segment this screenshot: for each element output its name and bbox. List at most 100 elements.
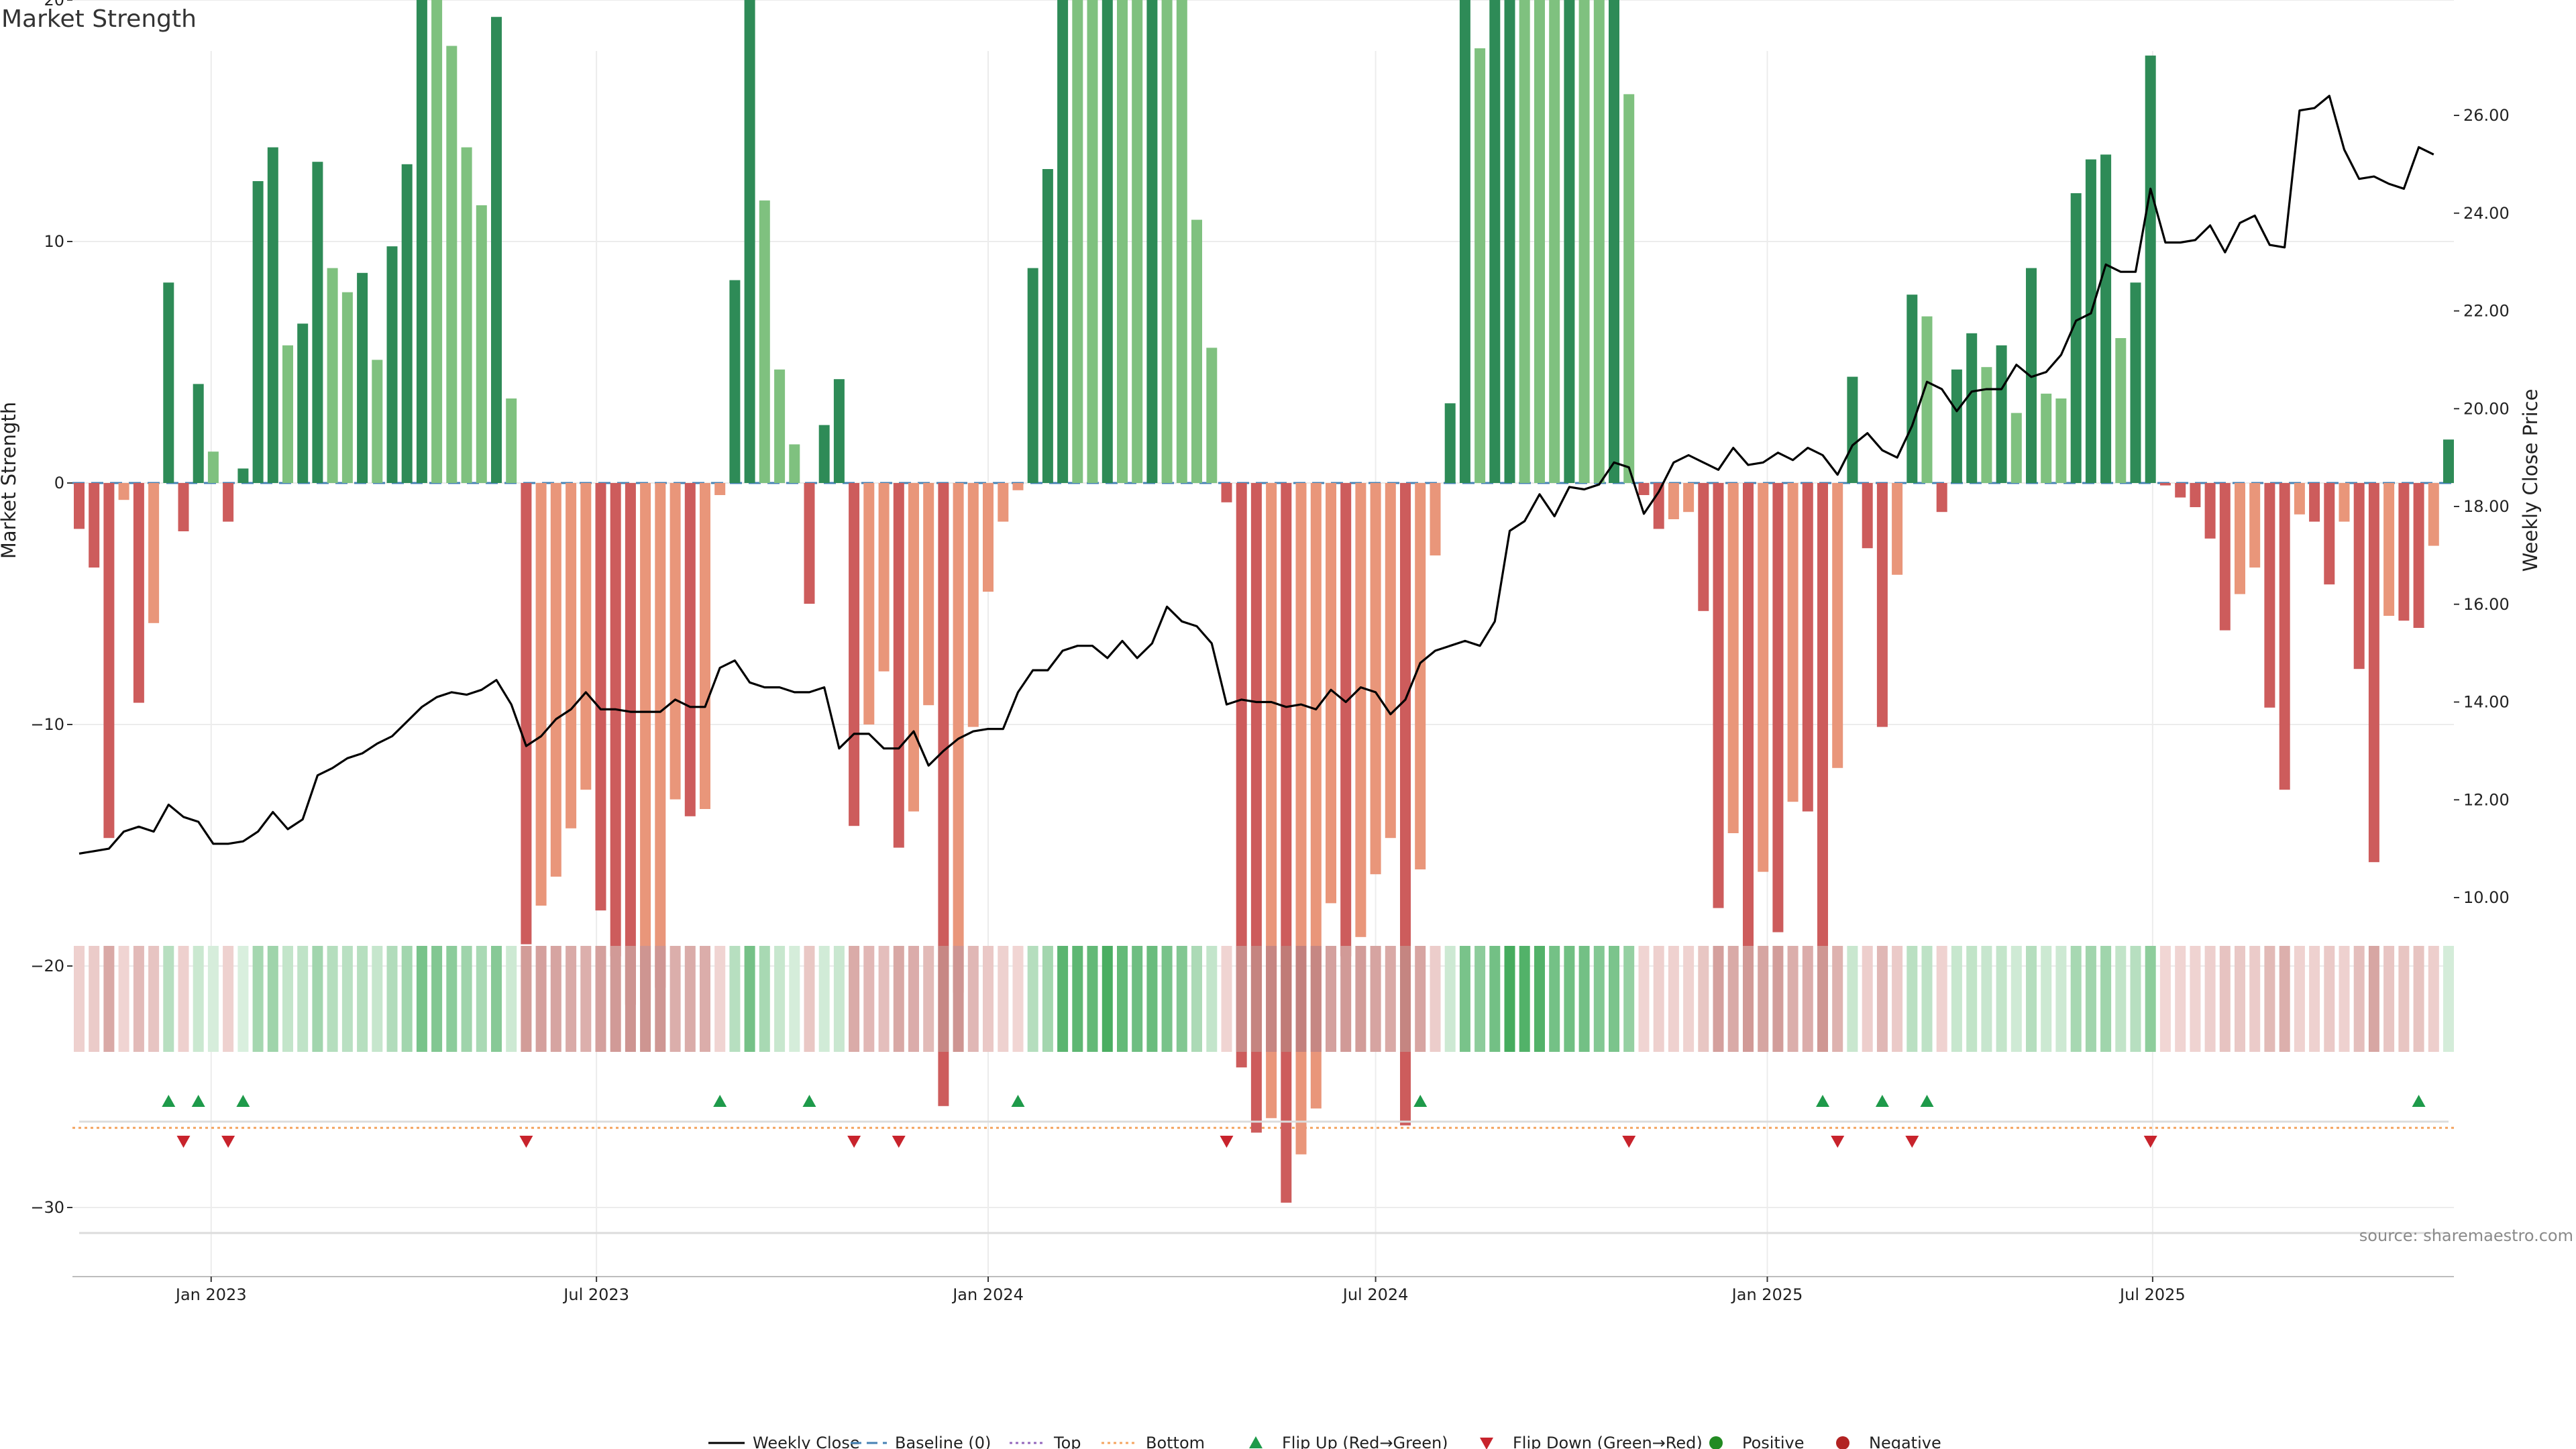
regime-cell (1847, 946, 1858, 1052)
y2-tick-label: 24.00 (2463, 204, 2510, 223)
y-axis-label: Market Strength (0, 402, 20, 559)
strength-bar (1593, 0, 1605, 483)
y2-tick-label: 18.00 (2463, 497, 2510, 516)
y2-tick-label: 26.00 (2463, 106, 2510, 125)
strength-bar (967, 483, 979, 727)
strength-bar (267, 147, 278, 483)
regime-cell (1593, 946, 1605, 1052)
strength-bar (1758, 483, 1769, 872)
regime-cell (1727, 946, 1739, 1052)
flip-down-marker (892, 1136, 906, 1148)
strength-bar (1564, 0, 1575, 484)
strength-bar (610, 483, 621, 957)
regime-cell (1996, 946, 2007, 1052)
regime-cell (1221, 946, 1232, 1052)
strength-bar (2443, 439, 2454, 483)
legend: Weekly Close Baseline (0) Top Bottom Flip Up… (708, 1434, 1941, 1449)
regime-cell (163, 946, 174, 1052)
strength-bar (744, 0, 755, 483)
right-y-axis: 10.00 12.00 14.00 16.00 18.00 20.00 22.00 24.00… (2454, 106, 2510, 907)
regime-cell (2115, 946, 2127, 1052)
legend-swatch (1836, 1436, 1849, 1449)
regime-cell (566, 946, 577, 1052)
regime-cell (1400, 946, 1411, 1052)
regime-cell (1295, 946, 1307, 1052)
regime-cell (2100, 946, 2112, 1052)
flip-down-marker (1905, 1136, 1919, 1148)
strength-bar (74, 483, 85, 529)
regime-cell (103, 946, 115, 1052)
strength-bar (2368, 483, 2379, 863)
strength-bar (386, 246, 398, 483)
strength-bar (2026, 268, 2037, 483)
strength-bar (2055, 398, 2067, 483)
y-tick-label: −30 (30, 1198, 64, 1217)
regime-cell (1862, 946, 1873, 1052)
strength-bar (1921, 316, 1933, 483)
strength-bar (1355, 483, 1366, 937)
flip-down-marker (1220, 1136, 1234, 1148)
regime-cell (2055, 946, 2067, 1052)
strength-bar (1459, 0, 1470, 484)
regime-cell (729, 946, 741, 1052)
regime-cell (461, 946, 472, 1052)
strength-bar (1281, 483, 1292, 1203)
regime-cell (1102, 946, 1113, 1052)
strength-bar (372, 360, 383, 483)
strength-bar (998, 483, 1009, 522)
strength-bar (2085, 159, 2096, 483)
regime-cell (372, 946, 383, 1052)
strength-bar (163, 282, 174, 483)
legend-label: Flip Down (Green→Red) (1513, 1434, 1703, 1449)
regime-cell (506, 946, 517, 1052)
strength-bar (2010, 413, 2022, 483)
regime-cell (2339, 946, 2350, 1052)
regime-cell (640, 946, 651, 1052)
regime-cell (1981, 946, 1992, 1052)
regime-cell (118, 946, 129, 1052)
regime-cell (2235, 946, 2245, 1052)
regime-cell (1027, 946, 1038, 1052)
strength-bar (133, 483, 144, 703)
strength-bar (1326, 483, 1336, 904)
flip-up-marker (162, 1095, 176, 1107)
regime-cell (744, 946, 755, 1052)
strength-bar (2115, 338, 2127, 483)
regime-cell (1132, 946, 1143, 1052)
strength-bar (2219, 483, 2231, 631)
regime-cell (1832, 946, 1843, 1052)
regime-cell (2383, 946, 2395, 1052)
y-tick-label: −10 (30, 715, 64, 734)
strength-bar (625, 483, 636, 1005)
flip-down-marker (519, 1136, 533, 1148)
y2-tick-label: 12.00 (2463, 790, 2510, 809)
regime-cell (1638, 946, 1650, 1052)
strength-bar (1892, 483, 1903, 575)
strength-bar (341, 292, 353, 483)
regime-cell (580, 946, 592, 1052)
x-tick-label: Jul 2023 (562, 1285, 629, 1304)
strength-bar (1117, 0, 1128, 483)
strength-bar (1430, 483, 1441, 555)
strength-bar (1504, 0, 1515, 484)
strength-bar (89, 483, 100, 568)
flip-up-marker (1875, 1095, 1889, 1107)
flip-up-marker (236, 1095, 250, 1107)
strength-bar (2353, 483, 2365, 669)
regime-cell (1713, 946, 1724, 1052)
strength-bar (2339, 483, 2350, 522)
strength-bar (1727, 483, 1739, 833)
regime-cell (297, 946, 309, 1052)
strength-bar (640, 483, 651, 1000)
strength-bar (148, 483, 160, 623)
strength-bar (1415, 483, 1426, 869)
regime-cell (1266, 946, 1277, 1052)
strength-bar (759, 200, 770, 483)
strength-bar (833, 379, 845, 483)
strength-bar (401, 164, 413, 484)
regime-cell (282, 946, 293, 1052)
strength-bar (595, 483, 606, 911)
flip-down-marker (221, 1136, 235, 1148)
strength-bar (461, 147, 472, 483)
y2-tick-label: 16.00 (2463, 595, 2510, 614)
